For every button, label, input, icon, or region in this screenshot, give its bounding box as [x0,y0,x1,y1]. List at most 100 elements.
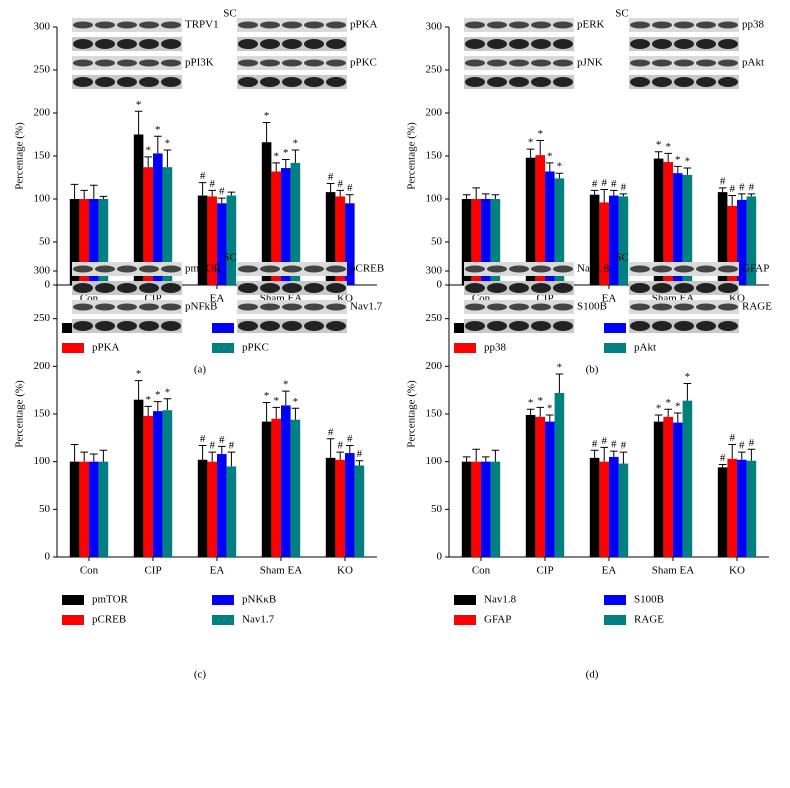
significance-marker: # [200,433,206,445]
blot-band [73,77,93,87]
bar [554,393,565,557]
bar [599,461,609,557]
blot-band [465,39,485,49]
blot-band [652,21,672,29]
panel-label: (a) [194,364,207,376]
bar [69,461,80,557]
blot-band [674,321,694,331]
bar [461,199,472,285]
bar [737,459,747,557]
y-axis-label: Percentage (%) [406,122,418,190]
blot-band [674,303,694,311]
error-bar [227,191,236,196]
blot-label: S100B [577,301,607,313]
bar [545,421,555,557]
bar [162,167,173,285]
blot-band [161,265,181,273]
blot-band [630,321,650,331]
blot-band [326,77,346,87]
significance-marker: * [528,397,534,409]
error-bar [619,451,628,464]
y-tick-label: 50 [431,236,443,248]
blot-band [117,39,137,49]
error-bar [134,110,143,135]
blot-band [718,303,738,311]
error-bar [144,156,152,168]
error-bar [346,444,354,454]
blot-band [630,283,650,293]
error-bar [462,456,471,462]
error-bar [590,189,599,195]
blot-label: pPI3K [185,57,214,69]
blot-band [696,59,716,67]
blot-band [487,283,507,293]
error-bar [664,408,672,417]
error-bar [555,373,564,394]
blot-band [465,321,485,331]
blot-band [117,321,137,331]
bar [217,454,227,557]
legend-swatch [212,323,234,333]
blot-band [487,21,507,29]
chart-title: SC [615,252,628,264]
bar [281,405,291,557]
bar [290,419,301,557]
legend-label: pp38 [484,342,507,354]
error-bar [262,121,271,143]
y-tick-label: 100 [426,455,443,467]
legend-label: GFAP [484,614,511,626]
blot-band [531,77,551,87]
bar [207,461,217,557]
blot-band [139,303,159,311]
blot-band [161,59,181,67]
error-bar [282,390,290,406]
significance-marker: * [675,401,681,413]
blot-band [238,283,258,293]
blot-band [161,39,181,49]
legend-swatch [212,343,234,353]
bar [153,153,163,285]
blot-band [652,77,672,87]
error-bar [154,135,162,154]
error-bar [555,172,564,179]
blot-band [696,321,716,331]
error-bar [747,193,756,197]
bar [535,416,545,557]
blot-band [630,21,650,29]
significance-marker: # [328,171,334,183]
legend-label: Nav1.7 [242,614,275,626]
error-bar [208,189,216,197]
bar [290,162,301,285]
y-tick-label: 0 [45,551,51,563]
significance-marker: # [357,448,363,460]
legend-swatch [62,343,84,353]
blot-band [553,21,573,29]
blot-band [487,39,507,49]
legend-swatch [604,615,626,625]
error-bar [590,449,599,458]
error-bar [654,151,663,159]
error-bar [526,408,535,415]
blot-band [304,77,324,87]
error-bar [154,401,162,412]
blot-band [95,39,115,49]
x-tick-label: EA [602,565,617,577]
significance-marker: # [219,434,225,446]
significance-marker: # [219,186,225,198]
blot-band [509,39,529,49]
blot-band [95,77,115,87]
blot-band [282,265,302,273]
bar [490,461,501,557]
blot-band [630,303,650,311]
blot-label: pmTOR [185,263,222,275]
bar [673,422,683,557]
blot-band [304,303,324,311]
blot-band [487,59,507,67]
blot-band [509,59,529,67]
blot-band [531,283,551,293]
y-tick-label: 300 [426,265,443,277]
blot-band [282,303,302,311]
blot-label: Nav1.7 [350,301,383,313]
legend-swatch [604,323,626,333]
